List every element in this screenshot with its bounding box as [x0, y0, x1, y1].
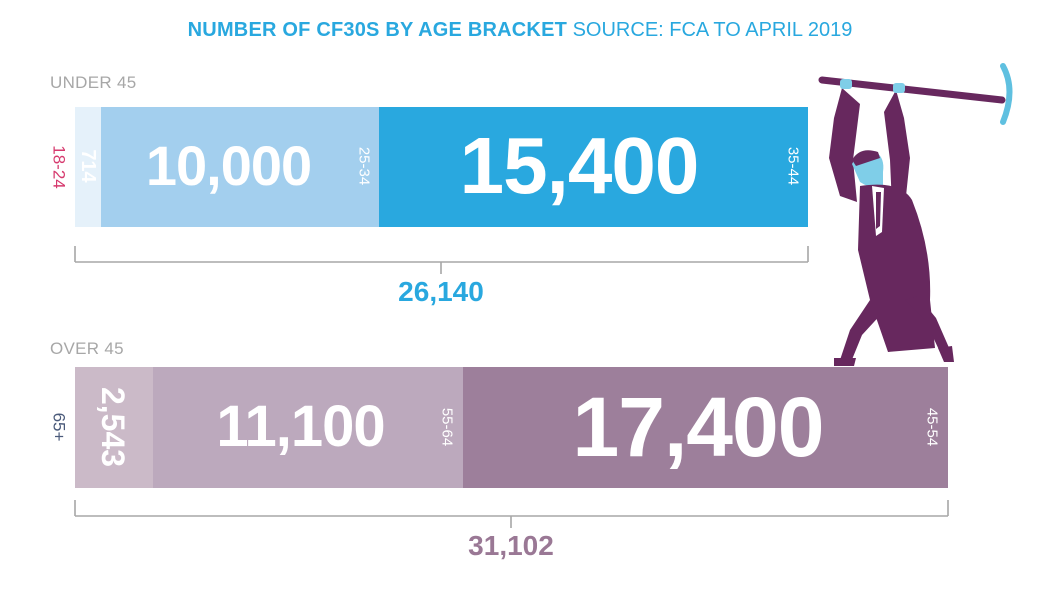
total-over-45: 31,102 — [468, 530, 554, 561]
total-under-45: 26,140 — [398, 276, 484, 307]
chart-title-source: SOURCE: FCA TO APRIL 2019 — [572, 19, 853, 41]
value-label-55-64: 11,100 — [216, 394, 385, 459]
bar-segment-25-34 — [101, 107, 379, 227]
bar-segment-35-44 — [379, 107, 808, 227]
bar-segment-65-plus — [75, 367, 153, 488]
group-label-over-45: OVER 45 — [50, 339, 124, 358]
bar-segment-55-64 — [153, 367, 463, 488]
chart-title: NUMBER OF CF30S BY AGE BRACKET SOURCE: F… — [0, 19, 1040, 42]
value-label-35-44: 15,400 — [459, 121, 700, 210]
value-label-25-34: 10,000 — [145, 134, 312, 197]
chart-title-main: NUMBER OF CF30S BY AGE BRACKET — [187, 19, 568, 41]
value-label-45-54: 17,400 — [572, 380, 825, 474]
group-label-under-45: UNDER 45 — [50, 73, 137, 92]
bar-segment-18-24 — [75, 107, 101, 227]
bar-segment-45-54 — [463, 367, 948, 488]
